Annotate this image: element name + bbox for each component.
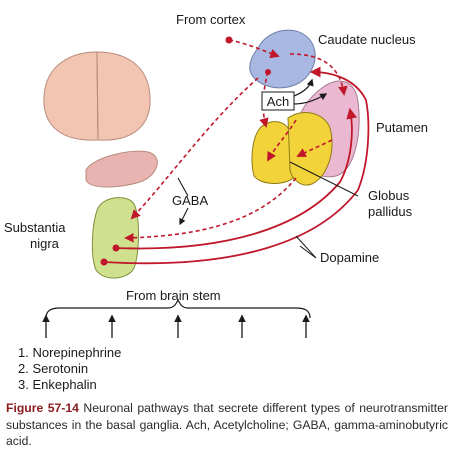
caudate-nucleus-label: Caudate nucleus: [318, 32, 416, 47]
dopamine-pathway-to-caudate: [103, 66, 370, 265]
brain-stem-brace: [45, 298, 311, 319]
brain-stem-arrows: [42, 314, 310, 338]
gaba-pathway-lower: [124, 177, 297, 243]
transmitter-2: 2. Serotonin: [18, 361, 88, 376]
gaba-pathway-upper: [130, 77, 259, 220]
substantia-label: Substantia: [4, 220, 66, 235]
ach-box: [261, 91, 295, 111]
globus-internal-pathway: [267, 119, 297, 162]
ach-arrow-to-caudate: [293, 78, 314, 97]
transmitter-1: 1. Norepinephrine: [18, 345, 121, 360]
gaba-label: GABA: [172, 193, 208, 208]
substantia-nigra-shape: [91, 197, 139, 279]
gaba-arrows: [178, 177, 189, 224]
pallidus-label: pallidus: [368, 204, 413, 219]
putamen-to-globus-pathway: [296, 139, 333, 157]
caudate-nucleus-shape: [249, 29, 316, 89]
thalamus-shape: [85, 150, 158, 188]
dopamine-label: Dopamine: [320, 250, 379, 265]
dopamine-pathway-to-putamen: [115, 107, 357, 250]
ach-label: Ach: [267, 94, 289, 109]
nigra-label: nigra: [30, 236, 60, 251]
basal-ganglia-diagram: Ach From cortex Caudate nucleus Putamen …: [4, 12, 428, 392]
dopamine-leader-line: [295, 235, 317, 259]
from-brain-stem-label: From brain stem: [126, 288, 221, 303]
caption-text: Neuronal pathways that secrete different…: [6, 401, 448, 448]
globus-leader-line: [289, 161, 359, 197]
from-cortex-label: From cortex: [176, 12, 246, 27]
cerebral-cortex-shape: [43, 51, 151, 141]
ach-arrow-to-putamen: [293, 93, 328, 105]
putamen-label: Putamen: [376, 120, 428, 135]
figure-caption: Figure 57-14 Neuronal pathways that secr…: [6, 400, 448, 450]
caudate-to-putamen-pathway: [289, 53, 348, 96]
figure-number: Figure 57-14: [6, 401, 79, 415]
globus-pallidus-shape: [251, 112, 333, 186]
cortex-to-caudate-pathway: [228, 39, 280, 59]
globus-label: Globus: [368, 188, 410, 203]
transmitter-3: 3. Enkephalin: [18, 377, 97, 392]
